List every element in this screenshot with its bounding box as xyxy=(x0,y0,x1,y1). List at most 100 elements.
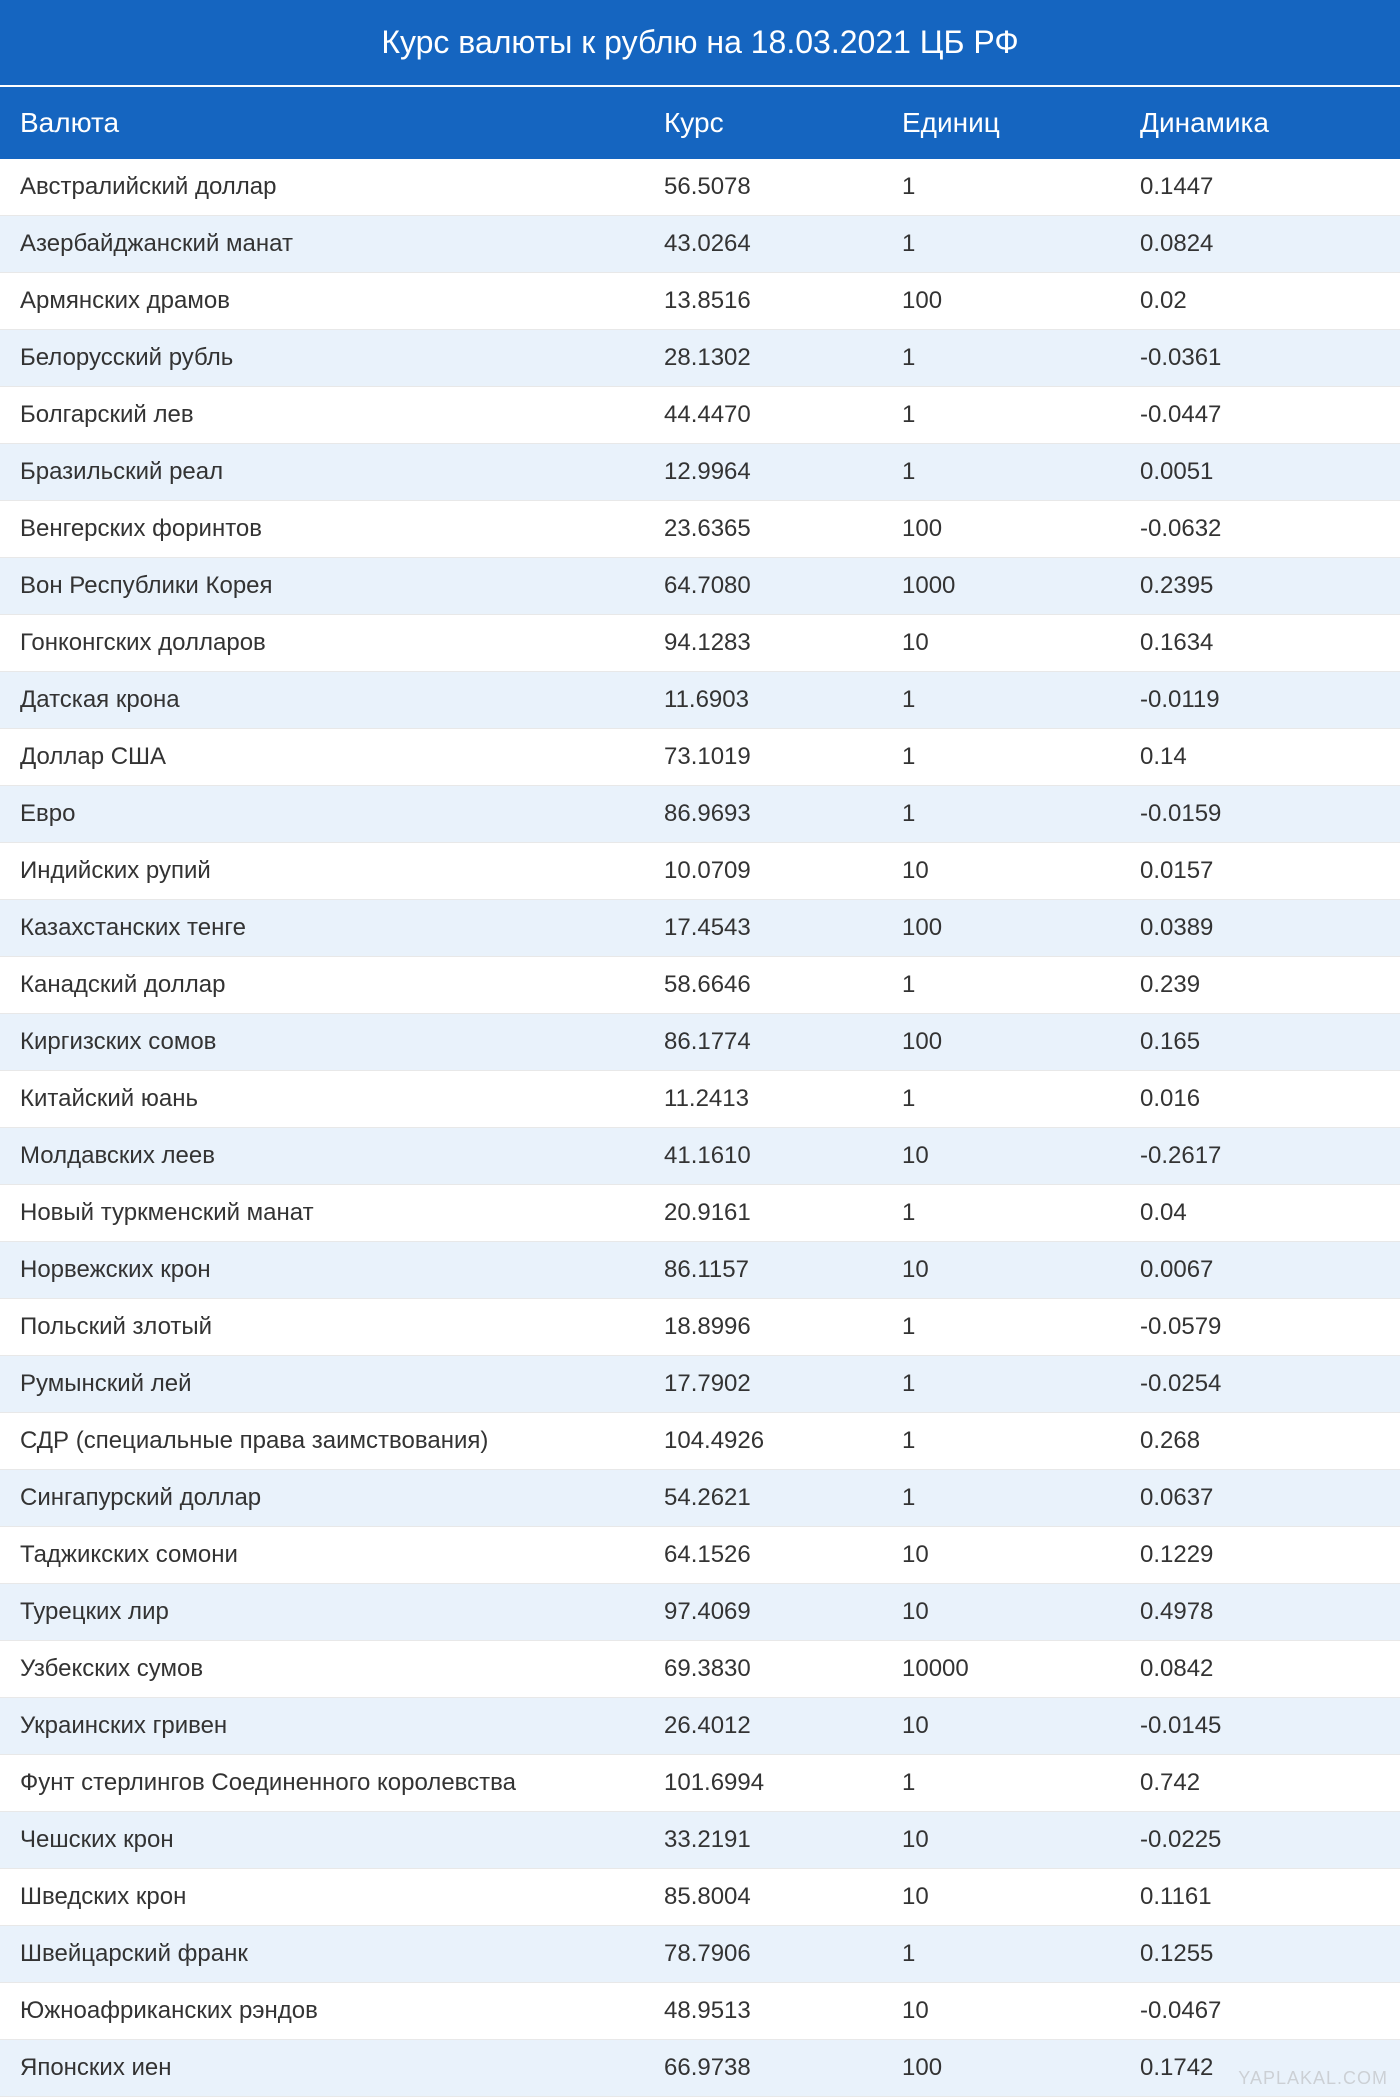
cell-dynamics: -0.0579 xyxy=(1120,1299,1400,1356)
cell-units: 1 xyxy=(882,786,1120,843)
cell-rate: 11.6903 xyxy=(644,672,882,729)
cell-dynamics: 0.04 xyxy=(1120,1185,1400,1242)
cell-currency: Норвежских крон xyxy=(0,1242,644,1299)
cell-dynamics: -0.0467 xyxy=(1120,1983,1400,2040)
table-row: Шведских крон85.8004100.1161 xyxy=(0,1869,1400,1926)
cell-units: 100 xyxy=(882,900,1120,957)
table-row: Канадский доллар58.664610.239 xyxy=(0,957,1400,1014)
cell-rate: 66.9738 xyxy=(644,2040,882,2097)
cell-dynamics: 0.742 xyxy=(1120,1755,1400,1812)
cell-dynamics: 0.0157 xyxy=(1120,843,1400,900)
cell-units: 100 xyxy=(882,1014,1120,1071)
cell-dynamics: 0.1255 xyxy=(1120,1926,1400,1983)
cell-units: 1 xyxy=(882,1755,1120,1812)
cell-currency: Гонконгских долларов xyxy=(0,615,644,672)
cell-dynamics: -0.0361 xyxy=(1120,330,1400,387)
cell-rate: 69.3830 xyxy=(644,1641,882,1698)
cell-rate: 28.1302 xyxy=(644,330,882,387)
table-row: Датская крона11.69031-0.0119 xyxy=(0,672,1400,729)
table-row: Индийских рупий10.0709100.0157 xyxy=(0,843,1400,900)
cell-dynamics: 0.016 xyxy=(1120,1071,1400,1128)
cell-rate: 101.6994 xyxy=(644,1755,882,1812)
cell-dynamics: 0.0067 xyxy=(1120,1242,1400,1299)
cell-rate: 64.1526 xyxy=(644,1527,882,1584)
cell-dynamics: 0.0842 xyxy=(1120,1641,1400,1698)
cell-rate: 86.1774 xyxy=(644,1014,882,1071)
table-row: Норвежских крон86.1157100.0067 xyxy=(0,1242,1400,1299)
table-row: Доллар США73.101910.14 xyxy=(0,729,1400,786)
cell-units: 10 xyxy=(882,1983,1120,2040)
cell-rate: 86.1157 xyxy=(644,1242,882,1299)
cell-units: 100 xyxy=(882,2040,1120,2097)
table-row: Молдавских леев41.161010-0.2617 xyxy=(0,1128,1400,1185)
cell-rate: 17.7902 xyxy=(644,1356,882,1413)
cell-currency: Таджикских сомони xyxy=(0,1527,644,1584)
cell-currency: Сингапурский доллар xyxy=(0,1470,644,1527)
cell-rate: 13.8516 xyxy=(644,273,882,330)
cell-units: 10 xyxy=(882,1869,1120,1926)
col-header-dynamics: Динамика xyxy=(1120,86,1400,159)
cell-currency: Японских иен xyxy=(0,2040,644,2097)
cell-currency: Молдавских леев xyxy=(0,1128,644,1185)
cell-units: 1 xyxy=(882,1356,1120,1413)
cell-rate: 12.9964 xyxy=(644,444,882,501)
cell-units: 1 xyxy=(882,444,1120,501)
table-body: Австралийский доллар56.507810.1447Азерба… xyxy=(0,159,1400,2097)
cell-dynamics: 0.2395 xyxy=(1120,558,1400,615)
cell-currency: Киргизских сомов xyxy=(0,1014,644,1071)
table-header: Валюта Курс Единиц Динамика xyxy=(0,86,1400,159)
col-header-currency: Валюта xyxy=(0,86,644,159)
table-row: Бразильский реал12.996410.0051 xyxy=(0,444,1400,501)
cell-rate: 85.8004 xyxy=(644,1869,882,1926)
watermark: YAPLAKAL.COM xyxy=(1238,2068,1388,2089)
cell-rate: 26.4012 xyxy=(644,1698,882,1755)
table-row: Болгарский лев44.44701-0.0447 xyxy=(0,387,1400,444)
table-row: Белорусский рубль28.13021-0.0361 xyxy=(0,330,1400,387)
cell-currency: Евро xyxy=(0,786,644,843)
cell-dynamics: 0.268 xyxy=(1120,1413,1400,1470)
table-row: Евро86.96931-0.0159 xyxy=(0,786,1400,843)
cell-dynamics: 0.0824 xyxy=(1120,216,1400,273)
cell-rate: 64.7080 xyxy=(644,558,882,615)
cell-units: 10 xyxy=(882,615,1120,672)
cell-rate: 104.4926 xyxy=(644,1413,882,1470)
table-row: Киргизских сомов86.17741000.165 xyxy=(0,1014,1400,1071)
cell-rate: 58.6646 xyxy=(644,957,882,1014)
cell-units: 10000 xyxy=(882,1641,1120,1698)
cell-dynamics: -0.0254 xyxy=(1120,1356,1400,1413)
table-row: Венгерских форинтов23.6365100-0.0632 xyxy=(0,501,1400,558)
cell-dynamics: 0.165 xyxy=(1120,1014,1400,1071)
table-row: Казахстанских тенге17.45431000.0389 xyxy=(0,900,1400,957)
cell-currency: Армянских драмов xyxy=(0,273,644,330)
cell-units: 1 xyxy=(882,330,1120,387)
cell-rate: 97.4069 xyxy=(644,1584,882,1641)
cell-dynamics: -0.0632 xyxy=(1120,501,1400,558)
cell-currency: Казахстанских тенге xyxy=(0,900,644,957)
cell-dynamics: 0.1634 xyxy=(1120,615,1400,672)
cell-rate: 23.6365 xyxy=(644,501,882,558)
cell-dynamics: 0.4978 xyxy=(1120,1584,1400,1641)
cell-units: 100 xyxy=(882,273,1120,330)
table-row: Южноафриканских рэндов48.951310-0.0467 xyxy=(0,1983,1400,2040)
cell-dynamics: 0.0389 xyxy=(1120,900,1400,957)
table-row: СДР (специальные права заимствования)104… xyxy=(0,1413,1400,1470)
cell-currency: Датская крона xyxy=(0,672,644,729)
cell-rate: 94.1283 xyxy=(644,615,882,672)
cell-dynamics: 0.14 xyxy=(1120,729,1400,786)
table-row: Новый туркменский манат20.916110.04 xyxy=(0,1185,1400,1242)
cell-currency: Швейцарский франк xyxy=(0,1926,644,1983)
currency-table: Валюта Курс Единиц Динамика Австралийски… xyxy=(0,85,1400,2097)
cell-units: 100 xyxy=(882,501,1120,558)
cell-rate: 18.8996 xyxy=(644,1299,882,1356)
table-row: Китайский юань11.241310.016 xyxy=(0,1071,1400,1128)
cell-rate: 56.5078 xyxy=(644,159,882,216)
cell-dynamics: 0.239 xyxy=(1120,957,1400,1014)
cell-currency: Доллар США xyxy=(0,729,644,786)
cell-currency: Южноафриканских рэндов xyxy=(0,1983,644,2040)
cell-currency: Чешских крон xyxy=(0,1812,644,1869)
cell-units: 1 xyxy=(882,957,1120,1014)
cell-rate: 48.9513 xyxy=(644,1983,882,2040)
cell-units: 10 xyxy=(882,1527,1120,1584)
table-row: Румынский лей17.79021-0.0254 xyxy=(0,1356,1400,1413)
cell-currency: Венгерских форинтов xyxy=(0,501,644,558)
